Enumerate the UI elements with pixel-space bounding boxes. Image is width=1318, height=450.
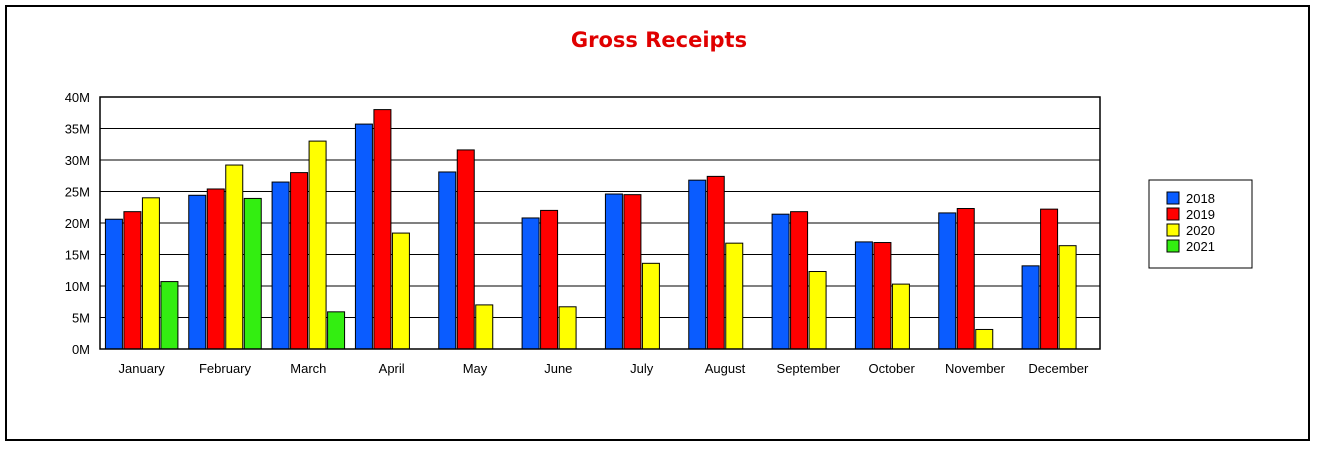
y-tick-label: 15M bbox=[65, 248, 90, 263]
bar-2020-september bbox=[808, 271, 827, 350]
bar-2018-july bbox=[604, 193, 623, 350]
y-tick-label: 30M bbox=[65, 153, 90, 168]
y-tick-label: 20M bbox=[65, 216, 90, 231]
bar-2019-september bbox=[790, 211, 809, 350]
bar-2019-june bbox=[540, 209, 559, 350]
bar-2019-august bbox=[706, 175, 725, 350]
x-tick-label: February bbox=[199, 361, 252, 376]
y-tick-label: 40M bbox=[65, 90, 90, 105]
legend-label: 2021 bbox=[1186, 239, 1215, 254]
bar-2018-march bbox=[271, 181, 290, 350]
bar-2018-february bbox=[188, 194, 207, 350]
bar-2019-march bbox=[290, 172, 309, 350]
legend-label: 2018 bbox=[1186, 191, 1215, 206]
x-tick-label: June bbox=[544, 361, 572, 376]
gridlines bbox=[100, 96, 1100, 350]
bar-2019-february bbox=[206, 188, 225, 350]
bar-2019-october bbox=[873, 242, 892, 350]
bar-2019-may bbox=[456, 149, 475, 350]
bar-2020-january bbox=[141, 197, 160, 350]
bar-2019-april bbox=[373, 109, 392, 350]
x-tick-label: July bbox=[630, 361, 654, 376]
bar-2021-february bbox=[243, 197, 262, 350]
legend-label: 2019 bbox=[1186, 207, 1215, 222]
bar-2020-march bbox=[308, 140, 327, 350]
bar-2018-june bbox=[521, 217, 540, 350]
bar-2021-march bbox=[327, 311, 346, 350]
x-tick-label: October bbox=[869, 361, 916, 376]
y-tick-label: 35M bbox=[65, 122, 90, 137]
x-axis-ticks: January February March April May June July Augu… bbox=[119, 361, 1089, 376]
y-axis-ticks: 0M 5M 10M 15M 20M 25M 30M 35M 40M bbox=[65, 90, 90, 357]
x-tick-label: September bbox=[777, 361, 841, 376]
x-tick-label: November bbox=[945, 361, 1006, 376]
bar-2020-february bbox=[225, 164, 244, 350]
legend-box bbox=[1148, 179, 1253, 269]
legend-swatch bbox=[1166, 207, 1180, 221]
bar-2020-november bbox=[975, 328, 994, 350]
bar-2018-october bbox=[854, 241, 873, 350]
x-tick-label: August bbox=[705, 361, 746, 376]
bar-2021-january bbox=[160, 281, 179, 350]
bars bbox=[104, 109, 1077, 350]
plot-area-border bbox=[99, 96, 1101, 350]
y-tick-label: 25M bbox=[65, 185, 90, 200]
x-tick-label: January bbox=[119, 361, 166, 376]
legend-swatch bbox=[1166, 223, 1180, 237]
bar-2020-may bbox=[475, 304, 494, 350]
bar-2019-november bbox=[956, 208, 975, 350]
x-tick-label: December bbox=[1028, 361, 1089, 376]
y-tick-label: 0M bbox=[72, 342, 90, 357]
bar-2018-september bbox=[771, 213, 790, 350]
bar-2018-january bbox=[104, 218, 123, 350]
bar-2018-may bbox=[438, 171, 457, 350]
legend-swatch bbox=[1166, 191, 1180, 205]
bar-2020-june bbox=[558, 306, 577, 350]
y-tick-label: 5M bbox=[72, 311, 90, 326]
bar-2020-august bbox=[725, 242, 744, 350]
bar-2018-november bbox=[938, 212, 957, 350]
bar-2020-july bbox=[641, 262, 660, 350]
bar-2019-july bbox=[623, 194, 642, 350]
bar-2020-april bbox=[391, 232, 410, 350]
bar-2018-december bbox=[1021, 265, 1040, 350]
bar-2019-january bbox=[123, 211, 142, 350]
x-tick-label: May bbox=[463, 361, 488, 376]
legend-swatch bbox=[1166, 239, 1180, 253]
chart-title: Gross Receipts bbox=[570, 28, 748, 52]
x-tick-label: April bbox=[379, 361, 405, 376]
y-tick-label: 10M bbox=[65, 279, 90, 294]
bar-2020-december bbox=[1058, 245, 1077, 350]
bar-2018-august bbox=[688, 179, 707, 350]
x-tick-label: March bbox=[290, 361, 326, 376]
bar-2018-april bbox=[354, 123, 373, 350]
legend-label: 2020 bbox=[1186, 223, 1215, 238]
bar-2019-december bbox=[1040, 208, 1059, 350]
bar-2020-october bbox=[891, 283, 910, 350]
